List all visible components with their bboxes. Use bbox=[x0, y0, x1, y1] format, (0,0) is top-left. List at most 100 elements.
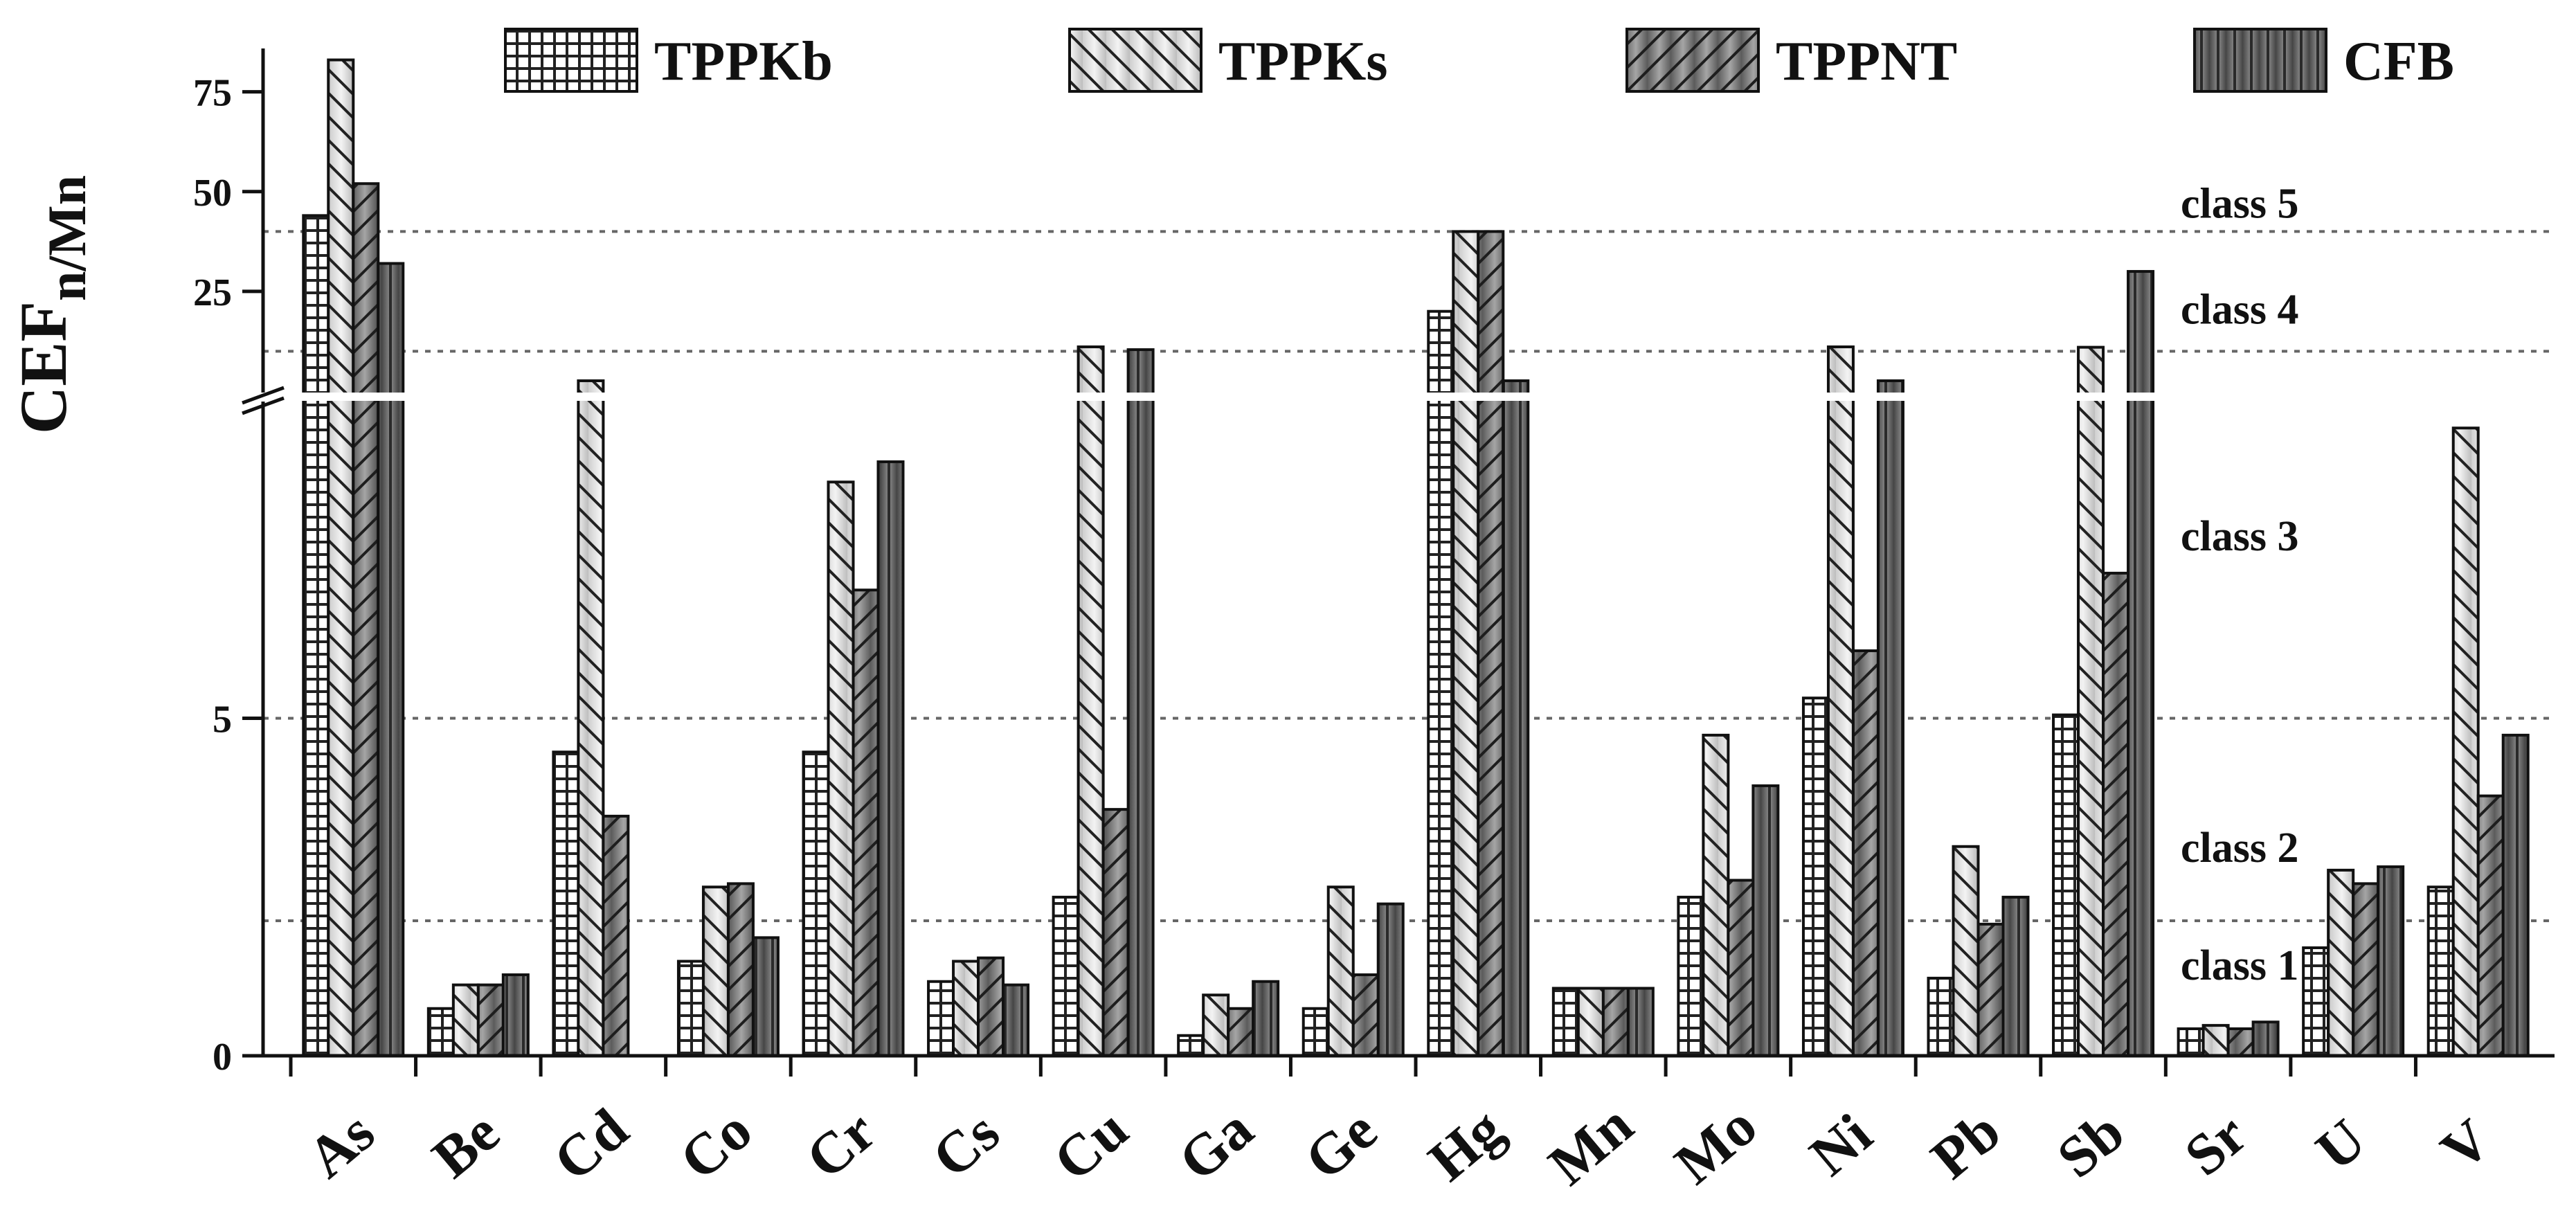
x-tick-label-cd: Cd bbox=[542, 1097, 640, 1194]
x-tick-label-co: Co bbox=[668, 1097, 764, 1192]
bar-cfb-mn bbox=[1626, 987, 1655, 1057]
y-axis-label-sub: n/Mn bbox=[37, 175, 97, 301]
bar-tppkb-ni bbox=[1801, 696, 1830, 1057]
bar-tppks-u bbox=[2327, 868, 2355, 1057]
bar-cfb-be bbox=[501, 973, 530, 1057]
legend-label-tppks: TPPKs bbox=[1218, 31, 1387, 92]
bar-cfb-sb bbox=[2127, 270, 2155, 1057]
class-label: class 3 bbox=[2181, 513, 2299, 560]
bar-tppkb-cs bbox=[927, 980, 955, 1057]
class-label: class 1 bbox=[2181, 942, 2299, 989]
bar-tppkb-co bbox=[676, 960, 705, 1057]
bar-tppks-v bbox=[2451, 426, 2480, 1057]
bar-cfb-ge bbox=[1376, 902, 1405, 1057]
bar-tppks-co bbox=[701, 885, 730, 1057]
bar-tppkb-cu bbox=[1052, 895, 1080, 1057]
legend-label-tppnt: TPPNT bbox=[1776, 31, 1957, 92]
y-tick-label: 75 bbox=[193, 72, 232, 115]
bar-tppkb-cr bbox=[802, 750, 830, 1057]
legend-swatch-tppnt bbox=[1625, 28, 1760, 93]
bar-tppks-cu bbox=[1077, 345, 1105, 1057]
bar-cfb-u bbox=[2377, 865, 2405, 1057]
bar-cfb-cs bbox=[1002, 983, 1030, 1057]
axis-break-mark bbox=[242, 386, 285, 405]
axis-break-mark bbox=[242, 396, 285, 415]
bar-tppks-cr bbox=[827, 480, 855, 1057]
bars bbox=[302, 58, 2530, 1058]
x-tick-label-v: V bbox=[2429, 1107, 2503, 1183]
x-tick-label-cs: Cs bbox=[921, 1099, 1011, 1190]
class-label: class 4 bbox=[2181, 286, 2299, 333]
x-tick-label-hg: Hg bbox=[1417, 1097, 1515, 1194]
legend: TPPKb TPPKs TPPNT CFB bbox=[504, 28, 2454, 93]
bar-tppkb-sb bbox=[2052, 713, 2080, 1057]
bar-tppks-ni bbox=[1826, 345, 1855, 1057]
bar-cfb-ga bbox=[1252, 980, 1280, 1057]
bar-tppnt-cu bbox=[1101, 808, 1130, 1057]
bar-tppks-mn bbox=[1576, 987, 1605, 1057]
legend-label-cfb: CFB bbox=[2343, 31, 2454, 92]
bar-tppnt-mn bbox=[1601, 987, 1630, 1057]
bar-tppks-cs bbox=[952, 960, 980, 1057]
bar-tppkb-ge bbox=[1301, 1007, 1330, 1057]
bar-tppnt-u bbox=[2352, 882, 2380, 1057]
x-tick-label-sr: Sr bbox=[2173, 1101, 2259, 1188]
legend-label-tppkb: TPPKb bbox=[654, 31, 833, 92]
legend-swatch-cfb bbox=[2193, 28, 2327, 93]
bar-tppnt-hg bbox=[1477, 230, 1505, 1058]
bar-cfb-pb bbox=[2001, 895, 2030, 1057]
x-tick-label-cu: Cu bbox=[1042, 1097, 1140, 1194]
bar-tppnt-mo bbox=[1727, 879, 1755, 1057]
bar-tppnt-cr bbox=[852, 588, 880, 1057]
y-axis-label-main: CEF bbox=[6, 301, 80, 434]
bar-tppks-sr bbox=[2201, 1024, 2230, 1057]
bar-tppnt-pb bbox=[1976, 922, 2005, 1057]
bar-tppnt-cs bbox=[977, 956, 1005, 1057]
x-tick-label-pb: Pb bbox=[1919, 1099, 2012, 1191]
class-lines bbox=[263, 230, 2555, 922]
bar-tppks-mo bbox=[1702, 733, 1730, 1057]
legend-swatch-tppks bbox=[1068, 28, 1203, 93]
x-tick-label-ga: Ga bbox=[1167, 1097, 1265, 1194]
bar-tppks-be bbox=[451, 983, 480, 1057]
bar-cfb-ni bbox=[1876, 379, 1904, 1057]
bar-tppks-as bbox=[327, 58, 355, 1057]
class-label: class 5 bbox=[2181, 180, 2299, 227]
bar-tppks-cd bbox=[577, 379, 605, 1057]
bar-tppnt-co bbox=[726, 882, 755, 1057]
x-tick-label-be: Be bbox=[421, 1099, 512, 1190]
y-tick-label: 50 bbox=[193, 172, 232, 215]
bar-cfb-hg bbox=[1502, 379, 1530, 1057]
bar-tppkb-as bbox=[302, 214, 330, 1058]
bar-tppnt-ni bbox=[1851, 649, 1880, 1057]
x-tick-label-mn: Mn bbox=[1537, 1092, 1645, 1198]
bar-tppkb-mo bbox=[1677, 895, 1705, 1057]
bar-tppkb-v bbox=[2426, 885, 2455, 1057]
bar-tppnt-cd bbox=[602, 814, 630, 1057]
bar-cfb-mo bbox=[1751, 784, 1780, 1057]
bar-tppkb-sr bbox=[2177, 1027, 2205, 1057]
x-tick-label-mo: Mo bbox=[1663, 1093, 1769, 1196]
bar-tppnt-be bbox=[476, 983, 505, 1057]
bar-tppnt-sb bbox=[2102, 571, 2130, 1057]
axis-break-gap bbox=[256, 393, 2561, 401]
bar-tppnt-as bbox=[352, 182, 380, 1057]
x-tick-label-sb: Sb bbox=[2046, 1099, 2136, 1190]
bar-tppks-ge bbox=[1326, 885, 1355, 1057]
y-tick-label: 0 bbox=[213, 1036, 232, 1079]
bar-cfb-sr bbox=[2251, 1020, 2280, 1057]
x-tick-label-cr: Cr bbox=[794, 1099, 888, 1191]
x-tick-label-ge: Ge bbox=[1293, 1097, 1389, 1192]
bar-tppks-hg bbox=[1452, 230, 1480, 1058]
y-axis-label: CEFn/Mn bbox=[6, 175, 97, 434]
class-label: class 2 bbox=[2181, 825, 2299, 872]
y-tick-label: 25 bbox=[193, 271, 232, 314]
bar-cfb-cu bbox=[1126, 348, 1155, 1057]
x-tick-label-as: As bbox=[296, 1099, 386, 1190]
legend-swatch-tppkb bbox=[504, 28, 638, 93]
bar-tppnt-ge bbox=[1351, 973, 1380, 1057]
bar-cfb-co bbox=[751, 936, 780, 1057]
bar-tppkb-pb bbox=[1927, 976, 1955, 1057]
bar-tppks-sb bbox=[2077, 345, 2105, 1057]
